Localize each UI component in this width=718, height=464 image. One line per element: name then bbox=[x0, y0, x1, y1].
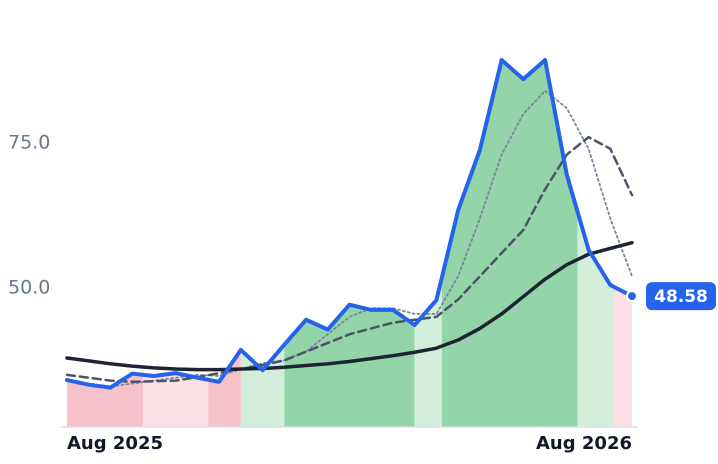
last-point bbox=[626, 290, 638, 303]
regime-band bbox=[284, 60, 415, 427]
y-tick-label: 75.0 bbox=[8, 131, 50, 153]
x-tick-label: Aug 2025 bbox=[67, 433, 163, 454]
last-value-badge bbox=[646, 282, 716, 311]
last-value-label: 48.58 bbox=[654, 287, 708, 307]
regime-band bbox=[414, 60, 442, 427]
x-tick-label: Aug 2026 bbox=[536, 433, 632, 454]
series-line bbox=[65, 135, 634, 384]
y-tick-label: 50.0 bbox=[8, 276, 50, 298]
series-line bbox=[65, 240, 634, 372]
plot: 50.0 75.0 Aug 2025 Aug 2026 48.58 bbox=[8, 58, 716, 454]
regime-band bbox=[67, 60, 144, 427]
regime-band bbox=[441, 60, 578, 427]
series-line bbox=[66, 89, 633, 388]
series-line bbox=[65, 58, 634, 390]
